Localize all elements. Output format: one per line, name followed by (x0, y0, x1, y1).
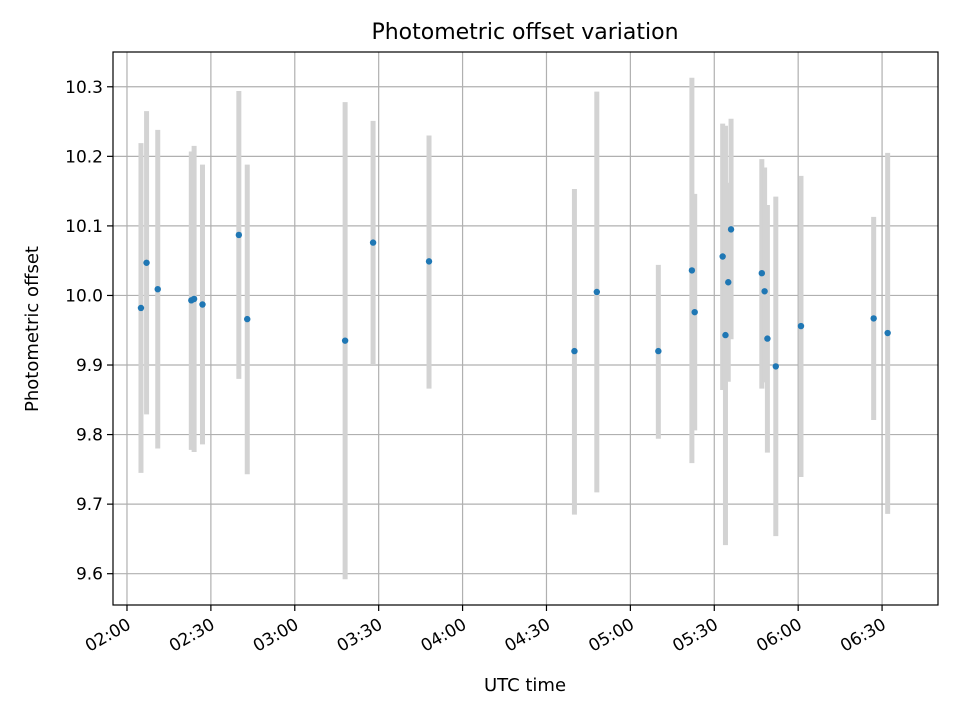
data-point (764, 335, 771, 342)
y-tick-label: 9.7 (76, 495, 103, 515)
data-point (758, 270, 766, 277)
data-point (143, 259, 150, 266)
data-point (341, 337, 349, 344)
data-point (655, 347, 662, 355)
x-axis-label: UTC time (484, 675, 566, 696)
data-point (725, 279, 732, 286)
data-points (137, 226, 891, 370)
data-point (235, 231, 243, 239)
data-point (772, 363, 779, 370)
data-point (761, 288, 768, 295)
data-point (797, 322, 805, 330)
data-point (688, 267, 696, 274)
data-point (137, 304, 145, 312)
y-axis-label: Photometric offset (22, 246, 43, 412)
data-point (190, 295, 198, 303)
y-axis-ticks: 9.6 9.7 9.8 9.9 10.0 10.1 10.2 10.3 (65, 78, 113, 585)
data-point (719, 253, 726, 260)
data-point (244, 315, 251, 323)
data-point (154, 285, 161, 293)
data-point (369, 239, 377, 246)
y-tick-label: 10.3 (65, 78, 103, 98)
data-point (884, 329, 891, 337)
y-tick-label: 10.0 (65, 286, 103, 306)
y-tick-label: 9.6 (76, 565, 103, 585)
data-point (593, 288, 601, 296)
data-point (425, 258, 433, 265)
data-point (691, 308, 698, 316)
y-tick-label: 10.2 (65, 147, 103, 167)
chart-title: Photometric offset variation (371, 20, 678, 45)
data-point (727, 226, 735, 233)
plot-frame (112, 51, 939, 606)
data-point (199, 301, 206, 308)
y-tick-label: 9.9 (76, 356, 103, 376)
data-point (870, 315, 877, 322)
data-point (722, 331, 729, 339)
y-tick-label: 10.1 (65, 217, 103, 237)
y-tick-label: 9.8 (76, 426, 103, 446)
data-point (571, 347, 578, 355)
